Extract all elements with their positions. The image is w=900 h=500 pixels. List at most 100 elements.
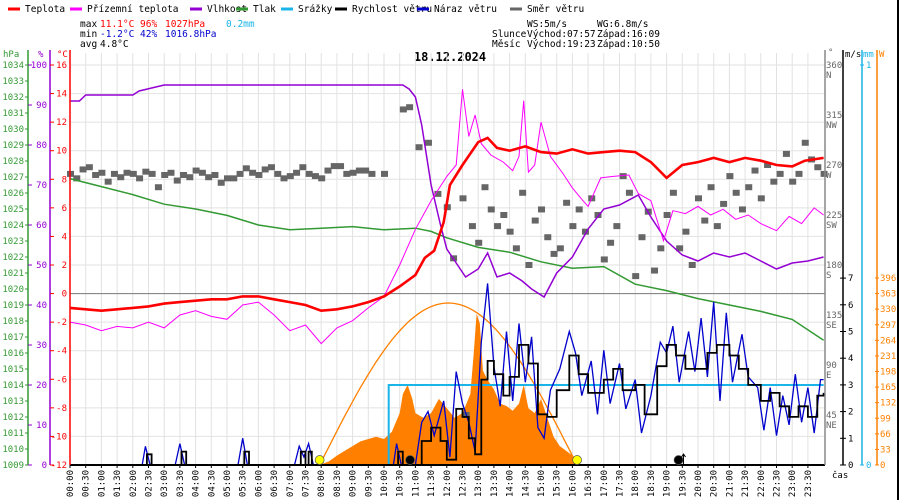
wind-direction-point [205,174,213,181]
time-tick-label: 21:30 [741,470,751,497]
wind-direction-point [343,170,351,177]
humidity-tick-label: 80 [36,141,47,151]
solar-tick-label: 99 [880,414,891,424]
direction-compass-label: E [826,371,831,381]
temperature-tick-label: 2 [62,261,67,271]
stat-min-label: min [80,29,97,40]
wind-direction-point [500,212,508,218]
x-axis-label: čas [832,470,848,481]
wind-direction-point [657,245,665,252]
humidity-tick-label: 40 [36,301,47,311]
solar-tick-label: 198 [880,368,896,378]
wind-direction-point [738,206,746,213]
wind-direction-point [688,262,696,268]
time-tick-label: 00:00 [66,470,76,497]
feels-like-temperature-line [69,89,824,345]
pressure-tick-label: 1015 [2,365,24,375]
temperature-tick-label: 0 [62,290,67,300]
wind-direction-point [92,172,100,178]
direction-compass-label: NW [826,121,837,131]
wind-direction-point [581,228,589,235]
time-tick-label: 13:30 [490,470,500,497]
solar-tick-label: 0 [880,461,885,471]
time-tick-label: 06:30 [270,470,280,497]
legend-label: Teplota [25,4,65,15]
axes: hPa% °C ° m/s mm W100910101011101210131014101… [2,48,896,497]
pressure-tick-label: 1014 [2,381,24,391]
wind-direction-point [820,170,828,177]
temperature-axis-unit: °C [57,50,68,60]
pressure-tick-label: 1013 [2,397,24,407]
pressure-tick-label: 1030 [2,125,24,135]
stat-avg-label: avg [80,39,97,50]
humidity-tick-label: 30 [36,341,47,351]
wind-tick-label: 6 [848,301,853,311]
wind-direction-point [85,164,93,171]
wind-tick-label: 1 [848,434,853,444]
time-tick-label: 10:00 [380,470,390,497]
wind-direction-point [770,178,778,185]
direction-tick-label: 135 [826,311,842,321]
wind-direction-point [224,175,231,182]
time-tick-label: 09:30 [364,470,374,497]
time-tick-label: 17:00 [600,470,610,497]
time-tick-label: 20:00 [694,470,704,497]
wind-direction-point [475,239,483,246]
pressure-tick-label: 1033 [2,77,24,87]
pressure-tick-label: 1017 [2,333,24,343]
wind-direction-point [506,228,514,235]
time-tick-label: 18:30 [647,470,657,497]
humidity-tick-label: 10 [36,421,47,431]
temperature-tick-label: 8 [62,175,67,185]
wind-direction-point [594,212,602,218]
wind-direction-point [459,195,467,202]
wind-direction-point [154,184,162,191]
legend: Teplota Přízemní teplota Vlhkost Tlak Srážky… [8,4,584,15]
wind-direction-point [79,166,87,173]
wind-direction-point [236,170,244,177]
pressure-tick-label: 1029 [2,141,24,151]
wind-direction-point [110,170,118,177]
wind-direction-point [751,167,759,174]
pressure-tick-label: 1032 [2,93,24,103]
time-tick-label: 05:00 [223,470,233,497]
wind-direction-point [695,195,702,202]
humidity-tick-label: 50 [36,261,47,271]
wind-direction-point [230,175,238,182]
wind-direction-point [399,106,407,113]
wind-direction-point [538,206,545,213]
solar-tick-label: 132 [880,399,896,409]
pressure-tick-label: 1028 [2,157,24,167]
moonset-marker [405,455,415,465]
wind-direction-point [381,170,388,177]
grid [69,53,825,466]
wind-direction-point [663,212,671,218]
wind-direction-point [512,245,520,252]
temperature-tick-label: 6 [62,204,67,214]
wind-tick-label: 5 [848,328,853,338]
direction-compass-label: W [826,171,832,181]
pressure-axis-unit: hPa [3,50,19,60]
wind-direction-point [682,228,690,235]
wind-direction-point [415,144,423,151]
time-tick-label: 08:30 [333,470,343,497]
wind-direction-point [424,139,432,146]
legend-label: Přízemní teplota [87,4,179,15]
wind-direction-point [73,175,81,182]
moon-label: Měsíc [492,39,521,50]
time-tick-label: 14:30 [521,470,531,497]
pressure-tick-label: 1025 [2,205,24,215]
stat-max-pres: 1027hPa [165,19,205,30]
humidity-tick-label: 60 [36,221,47,231]
rain-axis-unit: mm [863,50,874,60]
sun-set: Západ:16:09 [597,29,660,40]
wind-direction-point [544,234,552,241]
plot-area [67,84,828,466]
direction-compass-label: S [826,271,831,281]
wind-direction-point [305,170,313,177]
time-tick-label: 16:00 [568,470,578,497]
wind-direction-point [217,179,225,186]
wind-direction-point [142,168,150,175]
time-tick-label: 03:30 [176,470,186,497]
